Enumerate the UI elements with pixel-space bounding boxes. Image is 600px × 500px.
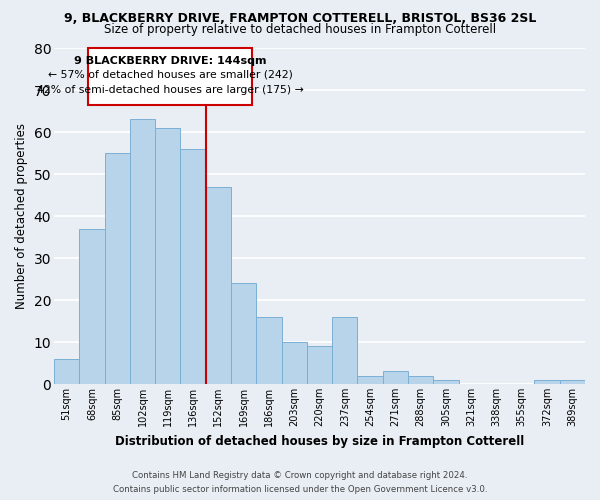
Text: ← 57% of detached houses are smaller (242): ← 57% of detached houses are smaller (24… <box>48 70 293 80</box>
Bar <box>332 317 358 384</box>
FancyBboxPatch shape <box>88 48 253 104</box>
Bar <box>181 149 206 384</box>
Bar <box>358 376 383 384</box>
Text: 42% of semi-detached houses are larger (175) →: 42% of semi-detached houses are larger (… <box>37 85 304 95</box>
Bar <box>560 380 585 384</box>
Bar <box>231 283 256 384</box>
Bar <box>130 120 155 384</box>
Y-axis label: Number of detached properties: Number of detached properties <box>15 123 28 309</box>
Text: Contains HM Land Registry data © Crown copyright and database right 2024.
Contai: Contains HM Land Registry data © Crown c… <box>113 472 487 494</box>
Bar <box>256 317 281 384</box>
Text: 9, BLACKBERRY DRIVE, FRAMPTON COTTERELL, BRISTOL, BS36 2SL: 9, BLACKBERRY DRIVE, FRAMPTON COTTERELL,… <box>64 12 536 24</box>
Bar <box>79 228 104 384</box>
Bar <box>307 346 332 384</box>
Bar <box>206 186 231 384</box>
Bar <box>54 359 79 384</box>
Bar <box>155 128 181 384</box>
Bar <box>408 376 433 384</box>
X-axis label: Distribution of detached houses by size in Frampton Cotterell: Distribution of detached houses by size … <box>115 434 524 448</box>
Bar <box>535 380 560 384</box>
Bar <box>433 380 458 384</box>
Bar <box>281 342 307 384</box>
Text: Size of property relative to detached houses in Frampton Cotterell: Size of property relative to detached ho… <box>104 22 496 36</box>
Bar <box>383 372 408 384</box>
Bar <box>104 153 130 384</box>
Text: 9 BLACKBERRY DRIVE: 144sqm: 9 BLACKBERRY DRIVE: 144sqm <box>74 56 266 66</box>
